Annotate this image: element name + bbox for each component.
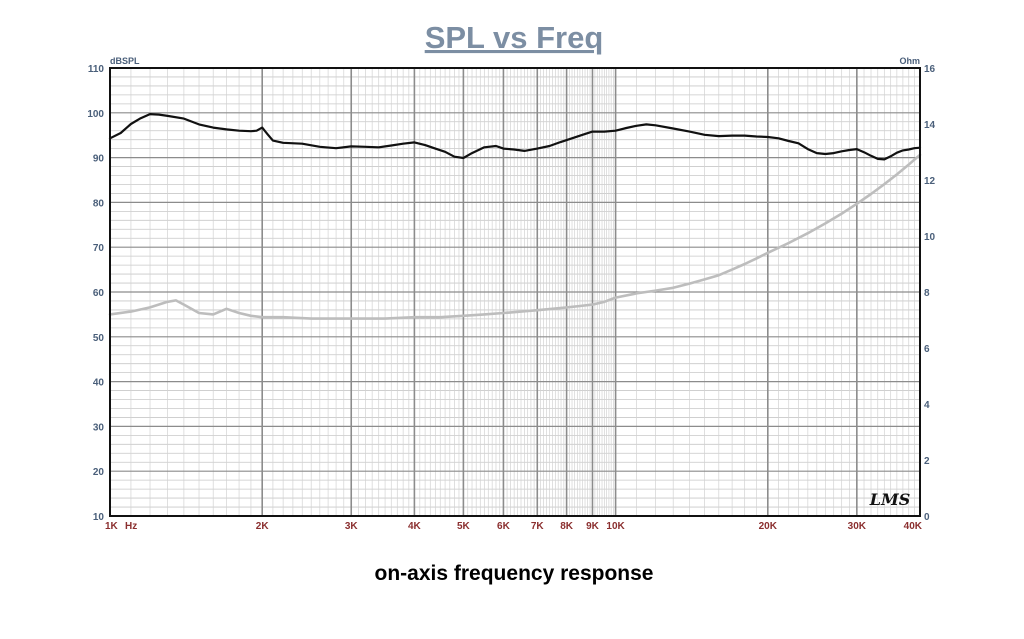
left-tick-label: 90 [93,154,105,165]
plot-frame [109,67,921,517]
right-tick-label: 10 [924,232,936,243]
right-tick-label: 0 [924,512,930,523]
left-axis-ticks: 110 100 90 80 70 60 50 40 30 20 10 [87,64,104,523]
left-axis-unit: dBSPL [110,56,140,66]
right-tick-label: 8 [924,288,930,299]
right-tick-label: 12 [924,176,936,187]
x-tick-label: 7K [531,521,545,532]
x-axis-ticks: 1K 2K 3K 4K 5K 6K 7K 8K 9K 10K 20K 30K 40K [105,521,923,532]
left-tick-label: 50 [93,333,105,344]
x-tick-label: 3K [345,521,359,532]
right-tick-label: 2 [924,456,930,467]
left-tick-label: 30 [93,422,105,433]
left-tick-label: 80 [93,198,105,209]
left-tick-label: 10 [93,512,105,523]
chart-title: SPL vs Freq [425,20,604,55]
left-tick-label: 70 [93,243,105,254]
x-tick-label: 30K [848,521,867,532]
right-axis-unit: Ohm [899,56,920,66]
left-tick-label: 110 [88,64,105,75]
x-tick-label: 20K [759,521,778,532]
left-tick-label: 60 [93,288,105,299]
series-layer [108,112,922,320]
right-tick-label: 16 [924,64,936,75]
right-tick-label: 6 [924,344,930,355]
right-tick-label: 14 [924,120,936,131]
x-tick-label: 40K [904,521,923,532]
left-tick-label: 20 [93,467,105,478]
x-tick-label: 6K [497,521,511,532]
right-tick-label: 4 [924,400,930,411]
x-tick-label: 9K [586,521,600,532]
x-tick-label: 4K [408,521,422,532]
left-tick-label: 40 [93,378,105,389]
left-tick-label: 100 [87,109,104,120]
impedance-curve [108,153,922,320]
x-axis-unit: Hz [125,521,137,532]
x-tick-label: 1K [105,521,119,532]
spl-curve [108,112,922,161]
x-tick-label: 2K [256,521,270,532]
lms-logo: LMS [869,490,911,509]
x-tick-label: 5K [457,521,471,532]
right-axis-ticks: 16 14 12 10 8 6 4 2 0 [924,64,936,523]
x-tick-label: 8K [560,521,574,532]
x-tick-label: 10K [606,521,625,532]
chart-caption: on-axis frequency response [375,562,654,585]
